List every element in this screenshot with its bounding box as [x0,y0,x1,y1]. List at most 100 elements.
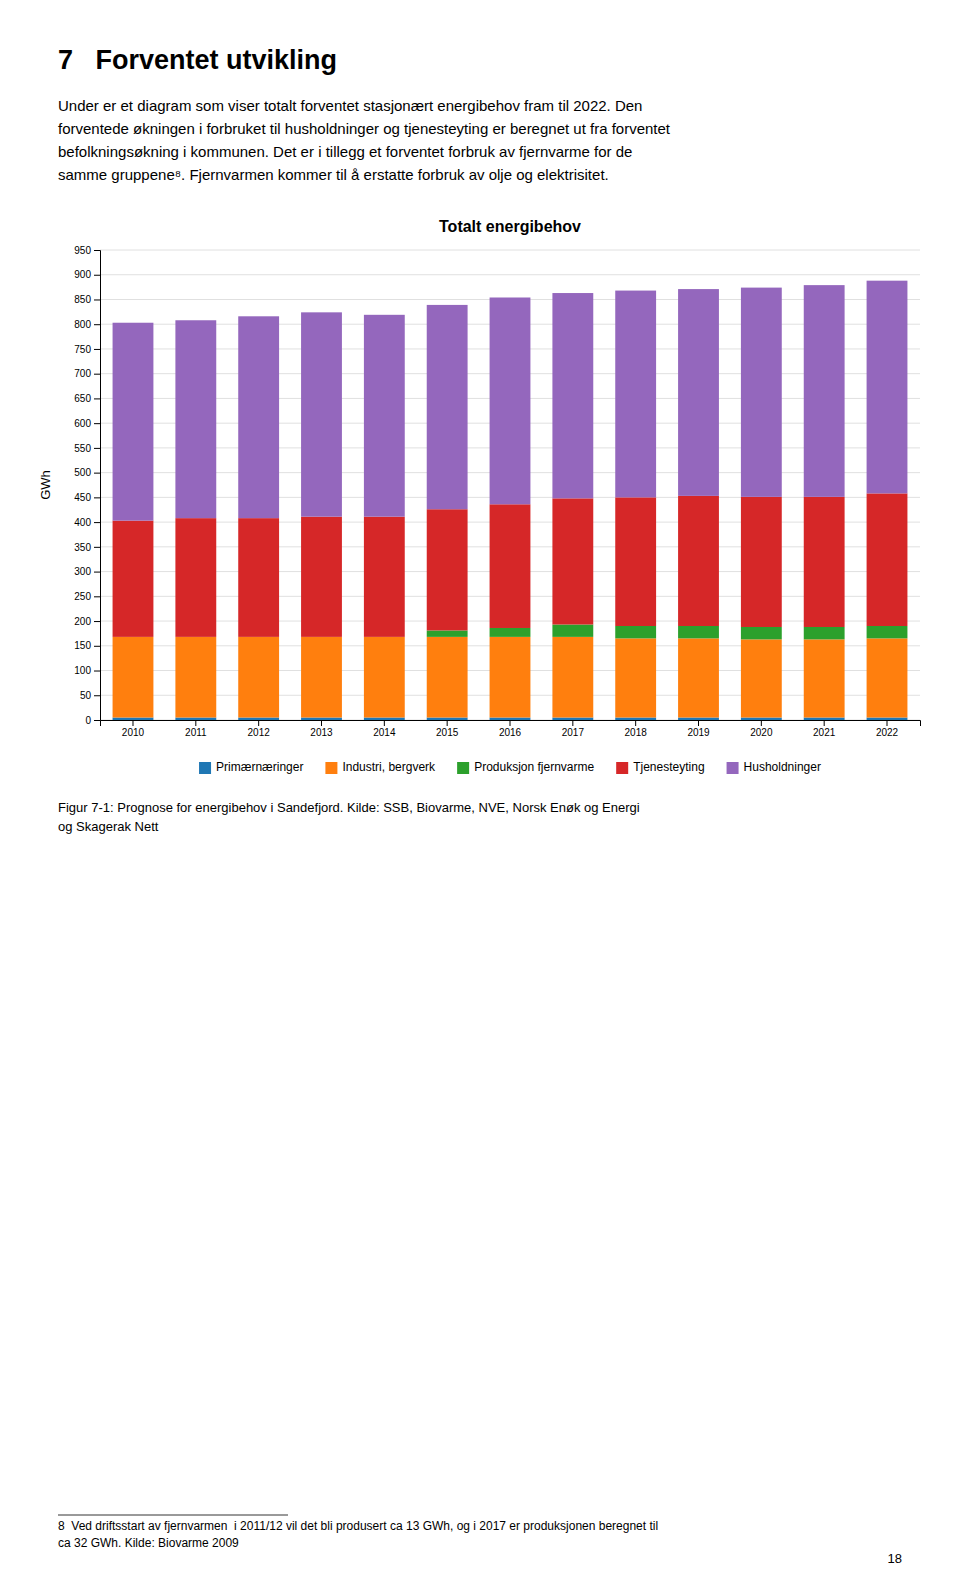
bar-segment [238,316,279,518]
y-tick-mark [94,324,100,325]
legend-item: Tjenesteyting [616,760,704,774]
bar-segment [175,518,216,637]
page-number: 18 [888,1551,902,1566]
x-tick-mark [132,720,133,726]
legend-label: Primærnæringer [216,760,303,774]
y-axis-line [94,251,101,721]
series [113,718,908,720]
x-tick-mark [824,720,825,726]
legend-item: Industri, bergverk [325,760,436,774]
footnote-rule [58,1515,288,1516]
bar-segment [615,626,656,638]
series [113,281,908,521]
bar-segment [113,718,154,720]
x-tick-label: 2016 [499,727,522,738]
y-tick: 150 [74,640,100,651]
bar-segment [615,718,656,720]
y-tick-mark [94,473,100,474]
y-tick: 250 [74,591,100,602]
y-tick: 350 [74,542,100,553]
bars [113,281,908,720]
y-tick-mark [94,398,100,399]
chart-title: Totalt energibehov [439,218,581,235]
x-tick: 2017 [562,720,585,738]
bar-segment [615,291,656,498]
bar-segment [804,627,845,639]
x-tick-label: 2012 [248,727,271,738]
page-title-line: 7 Forventet utvikling [58,45,337,75]
y-tick-label: 350 [74,542,91,553]
x-tick-label: 2019 [687,727,710,738]
legend-swatch [457,762,469,774]
legend-swatch [727,762,739,774]
y-tick: 550 [74,443,100,454]
x-tick-mark [447,720,448,726]
bar-segment [552,718,593,720]
x-tick-label: 2020 [750,727,773,738]
bar-segment [741,639,782,717]
y-tick: 50 [80,690,100,701]
x-tick-mark [258,720,259,726]
x-tick-mark [887,720,888,726]
y-tick-mark [94,522,100,523]
y-tick: 900 [74,269,100,280]
intro-text-line: samme gruppene⁸. Fjernvarmen kommer til … [58,166,609,183]
bar-segment [490,628,531,637]
legend-label: Husholdninger [744,760,821,774]
x-tick-label: 2011 [185,727,207,738]
x-tick: 2021 [813,720,836,738]
y-tick-label: 650 [74,393,91,404]
bar-segment [113,521,154,637]
bar-segment [804,497,845,627]
bar-segment [490,718,531,720]
bar-segment [678,496,719,626]
x-tick: 2020 [750,720,773,738]
x-tick-label: 2021 [813,727,836,738]
x-tick-label: 2010 [122,727,145,738]
bar-segment [427,718,468,720]
bar-segment [678,638,719,717]
page-title: 7 Forventet utvikling [58,45,337,75]
y-tick-mark [94,720,100,721]
y-axis-title: GWh [38,470,53,500]
x-tick: 2012 [248,720,271,738]
y-tick-label: 150 [74,640,91,651]
bar-segment [552,498,593,624]
y-tick-mark [94,250,100,251]
x-axis-line [101,721,921,727]
x-tick-mark [510,720,511,726]
y-tick: 750 [74,344,100,355]
x-tick-mark [572,720,573,726]
legend-label: Produksjon fjernvarme [474,760,594,774]
x-tick: 2018 [625,720,648,738]
y-tick-mark [94,448,100,449]
y-tick-label: 50 [80,690,92,701]
bar-segment [678,626,719,638]
bar-segment [741,718,782,720]
bar-segment [238,518,279,637]
bar-segment [804,718,845,720]
bar-segment [364,718,405,720]
y-tick: 500 [74,467,100,478]
x-tick-mark [384,720,385,726]
x-tick-label: 2022 [876,727,899,738]
bar-segment [175,320,216,518]
x-tick-label: 2017 [562,727,585,738]
intro-text-line: befolkningsøkning i kommunen. Det er i t… [58,143,632,160]
bar-segment [301,517,342,637]
y-tick: 100 [74,665,100,676]
x-tick-mark [321,720,322,726]
y-tick-label: 250 [74,591,91,602]
y-tick-mark [94,621,100,622]
bar-segment [490,504,531,628]
x-tick-label: 2018 [625,727,648,738]
y-tick: 700 [74,368,100,379]
x-tick-mark [698,720,699,726]
bar-segment [301,312,342,516]
y-tick-mark [94,423,100,424]
footnote-line: ca 32 GWh. Kilde: Biovarme 2009 [58,1536,239,1550]
grid-line [100,250,920,251]
bar-segment [615,497,656,626]
y-tick: 600 [74,418,100,429]
caption: Figur 7-1: Prognose for energibehov i Sa… [58,800,640,834]
